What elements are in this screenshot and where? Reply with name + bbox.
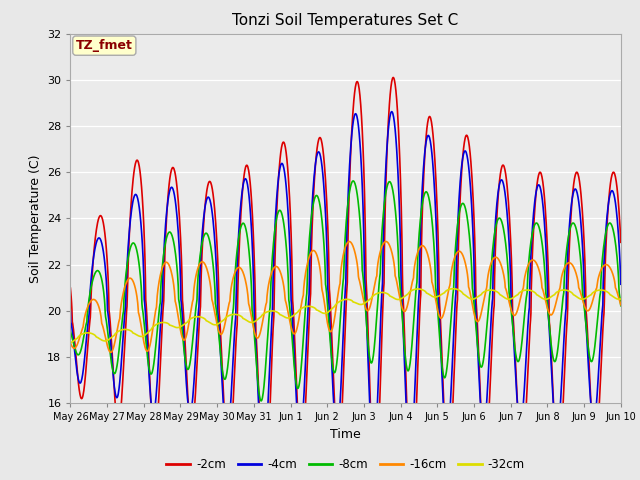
-8cm xyxy=(175,300,183,306)
-4cm xyxy=(432,210,440,216)
Y-axis label: Soil Temperature (C): Soil Temperature (C) xyxy=(29,154,42,283)
-4cm xyxy=(67,309,74,314)
-2cm xyxy=(67,285,74,291)
-8cm xyxy=(617,303,625,309)
-8cm xyxy=(349,178,357,184)
-16cm xyxy=(432,297,440,303)
-16cm xyxy=(251,330,259,336)
-4cm xyxy=(504,216,511,222)
-8cm xyxy=(432,285,440,291)
Text: TZ_fmet: TZ_fmet xyxy=(76,39,132,52)
-2cm xyxy=(617,240,625,245)
-16cm xyxy=(382,239,390,244)
-32cm xyxy=(504,296,511,302)
-8cm xyxy=(189,336,196,342)
-32cm xyxy=(175,324,183,330)
-16cm xyxy=(189,297,197,302)
-32cm xyxy=(449,286,457,291)
-8cm xyxy=(552,356,560,362)
-4cm xyxy=(175,249,183,254)
-16cm xyxy=(176,324,184,329)
-8cm xyxy=(504,261,511,266)
Title: Tonzi Soil Temperatures Set C: Tonzi Soil Temperatures Set C xyxy=(232,13,459,28)
-2cm xyxy=(552,449,560,455)
-2cm xyxy=(175,215,183,220)
-4cm xyxy=(617,281,625,287)
-2cm xyxy=(432,172,440,178)
-32cm xyxy=(250,319,258,324)
-2cm xyxy=(189,423,196,429)
-16cm xyxy=(107,349,115,355)
-4cm xyxy=(388,109,396,115)
-32cm xyxy=(552,290,559,296)
-32cm xyxy=(189,315,196,321)
Legend: -2cm, -4cm, -8cm, -16cm, -32cm: -2cm, -4cm, -8cm, -16cm, -32cm xyxy=(162,454,529,476)
-16cm xyxy=(504,292,511,298)
-4cm xyxy=(552,430,560,435)
-16cm xyxy=(617,302,625,308)
-4cm xyxy=(189,394,196,400)
Line: -16cm: -16cm xyxy=(70,241,621,352)
-8cm xyxy=(250,333,258,338)
-8cm xyxy=(257,398,265,404)
-2cm xyxy=(250,260,258,265)
-32cm xyxy=(431,294,439,300)
-16cm xyxy=(552,299,560,305)
-8cm xyxy=(67,328,74,334)
-2cm xyxy=(504,189,511,194)
X-axis label: Time: Time xyxy=(330,428,361,441)
-4cm xyxy=(250,320,258,326)
Line: -8cm: -8cm xyxy=(70,181,621,401)
Line: -4cm: -4cm xyxy=(70,112,621,464)
Line: -32cm: -32cm xyxy=(70,288,621,343)
Line: -2cm: -2cm xyxy=(70,77,621,480)
-32cm xyxy=(67,340,74,346)
-32cm xyxy=(617,296,625,302)
-16cm xyxy=(67,340,74,346)
-4cm xyxy=(259,461,267,467)
-2cm xyxy=(389,74,397,80)
